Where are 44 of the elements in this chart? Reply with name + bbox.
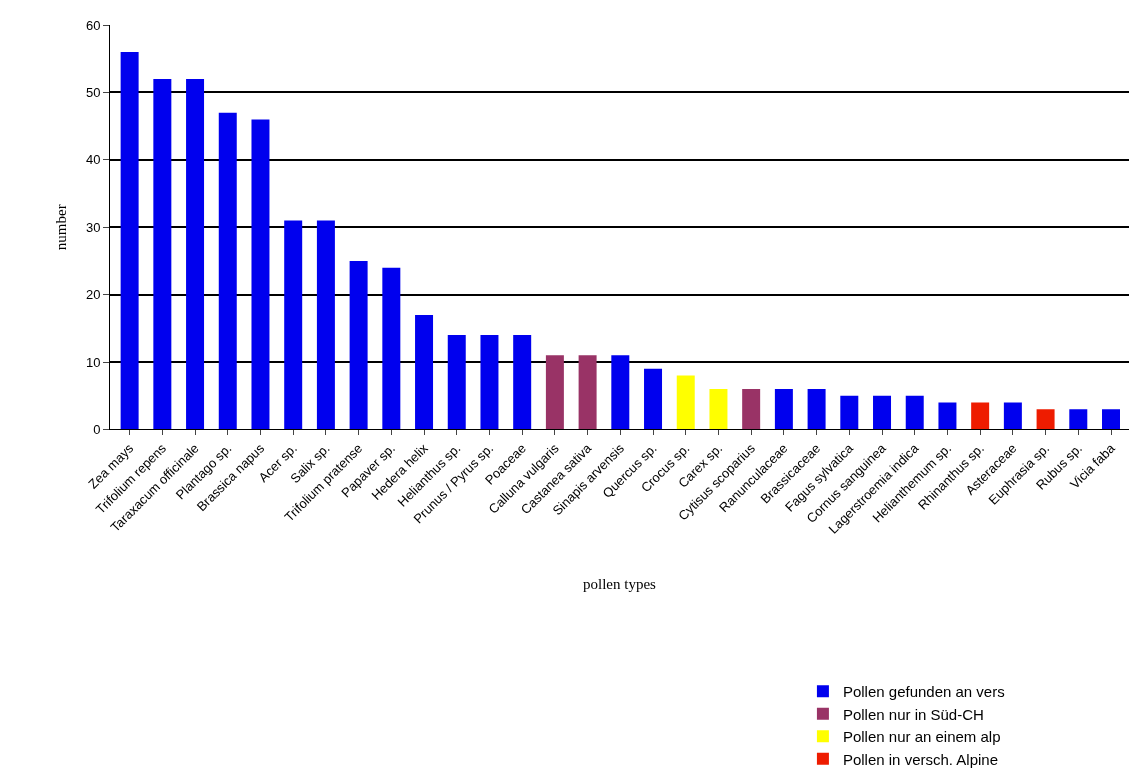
bar — [807, 389, 826, 430]
y-tick-label: 30 — [85, 219, 101, 235]
x-axis-title: pollen types — [583, 576, 657, 592]
bar — [938, 402, 957, 430]
bar — [644, 368, 663, 430]
y-tick-label: 60 — [85, 17, 101, 33]
bar — [840, 395, 859, 430]
bar — [251, 119, 270, 430]
bar — [1069, 409, 1088, 430]
legend-label: Pollen in versch. Alpine — [842, 750, 999, 768]
bar — [873, 395, 892, 430]
y-tick-label: 0 — [93, 422, 101, 438]
y-tick-label: 50 — [85, 84, 101, 100]
bar — [905, 395, 924, 430]
y-tick-label: 20 — [85, 287, 101, 303]
bar — [447, 335, 466, 430]
y-tick-label: 10 — [85, 354, 101, 370]
bar — [742, 389, 761, 430]
bar — [382, 267, 401, 430]
bar — [1003, 402, 1022, 430]
bar — [1102, 409, 1120, 430]
bar — [545, 355, 564, 430]
bar — [153, 78, 172, 430]
bar — [316, 220, 335, 430]
bar — [218, 112, 237, 430]
bar — [774, 389, 793, 430]
bar — [513, 335, 532, 430]
bar — [186, 78, 205, 430]
legend-label: Pollen nur an einem alp — [842, 728, 1001, 746]
bar — [480, 335, 499, 430]
bar — [578, 355, 597, 430]
y-tick-label: 40 — [85, 152, 101, 168]
bar — [709, 389, 728, 430]
bar — [1036, 409, 1055, 430]
bar — [415, 314, 434, 430]
legend-label: Pollen nur in Süd-CH — [842, 705, 984, 723]
bar — [349, 260, 368, 430]
bar — [120, 51, 139, 430]
bar — [676, 375, 695, 430]
bar — [611, 355, 630, 430]
y-axis-title: number — [53, 204, 70, 251]
legend-label: Pollen gefunden an vers — [842, 683, 1005, 701]
bar — [284, 220, 303, 430]
bar — [971, 402, 990, 430]
